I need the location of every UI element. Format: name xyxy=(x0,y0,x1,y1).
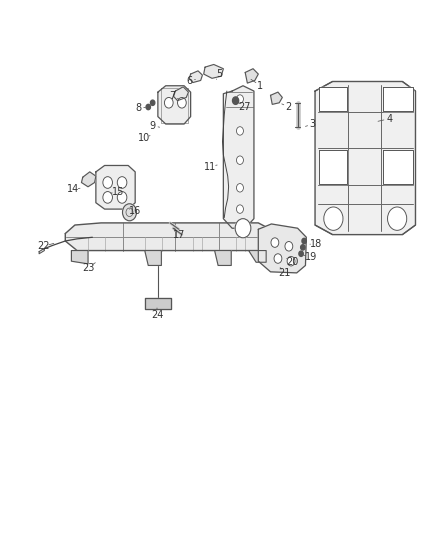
Polygon shape xyxy=(249,251,266,262)
Circle shape xyxy=(117,176,127,188)
Circle shape xyxy=(237,205,244,213)
Circle shape xyxy=(123,204,137,221)
Text: 27: 27 xyxy=(238,102,251,112)
Text: 14: 14 xyxy=(67,184,79,195)
Circle shape xyxy=(287,256,295,266)
Circle shape xyxy=(324,207,343,230)
Circle shape xyxy=(299,251,303,256)
Text: 18: 18 xyxy=(310,239,322,249)
Circle shape xyxy=(235,219,251,238)
Polygon shape xyxy=(145,251,161,265)
Text: 4: 4 xyxy=(386,114,392,124)
Circle shape xyxy=(274,254,282,263)
Text: 9: 9 xyxy=(149,120,155,131)
Text: 3: 3 xyxy=(310,119,316,129)
Text: 8: 8 xyxy=(135,103,141,113)
Polygon shape xyxy=(173,87,188,101)
Text: 2: 2 xyxy=(286,102,292,112)
Text: 24: 24 xyxy=(151,310,163,320)
Text: 1: 1 xyxy=(258,81,264,91)
Circle shape xyxy=(177,98,186,108)
Polygon shape xyxy=(271,92,283,104)
Text: 22: 22 xyxy=(37,241,50,251)
Polygon shape xyxy=(204,64,223,78)
Polygon shape xyxy=(65,223,271,251)
Polygon shape xyxy=(319,150,347,183)
Circle shape xyxy=(300,245,305,250)
Circle shape xyxy=(271,238,279,247)
Text: 11: 11 xyxy=(204,161,216,172)
Polygon shape xyxy=(258,224,306,273)
Text: 5: 5 xyxy=(216,69,222,79)
Text: 20: 20 xyxy=(286,257,299,267)
Polygon shape xyxy=(71,251,88,264)
Polygon shape xyxy=(383,150,413,183)
Polygon shape xyxy=(145,298,171,309)
Polygon shape xyxy=(383,87,413,111)
Text: 19: 19 xyxy=(304,253,317,262)
Circle shape xyxy=(146,104,150,110)
Polygon shape xyxy=(215,251,231,265)
Circle shape xyxy=(237,156,244,165)
Circle shape xyxy=(150,100,155,106)
Polygon shape xyxy=(245,69,258,83)
Circle shape xyxy=(237,127,244,135)
Text: 10: 10 xyxy=(138,133,150,143)
Circle shape xyxy=(117,191,127,203)
Circle shape xyxy=(302,238,306,244)
Circle shape xyxy=(164,98,173,108)
Polygon shape xyxy=(315,82,416,235)
Text: 21: 21 xyxy=(279,269,291,278)
Polygon shape xyxy=(158,86,191,124)
Polygon shape xyxy=(223,86,254,228)
Circle shape xyxy=(237,95,244,103)
Text: 7: 7 xyxy=(169,91,175,101)
Text: 15: 15 xyxy=(112,187,124,197)
Polygon shape xyxy=(96,165,135,209)
Circle shape xyxy=(103,191,113,203)
Circle shape xyxy=(233,97,239,104)
Polygon shape xyxy=(189,71,202,83)
Polygon shape xyxy=(319,87,347,111)
Text: 23: 23 xyxy=(82,263,94,272)
Text: 17: 17 xyxy=(173,230,185,240)
Text: 6: 6 xyxy=(186,77,192,86)
Circle shape xyxy=(388,207,407,230)
Circle shape xyxy=(237,183,244,192)
Circle shape xyxy=(103,176,113,188)
Text: 16: 16 xyxy=(129,206,141,216)
Polygon shape xyxy=(81,172,96,187)
Circle shape xyxy=(285,241,293,251)
